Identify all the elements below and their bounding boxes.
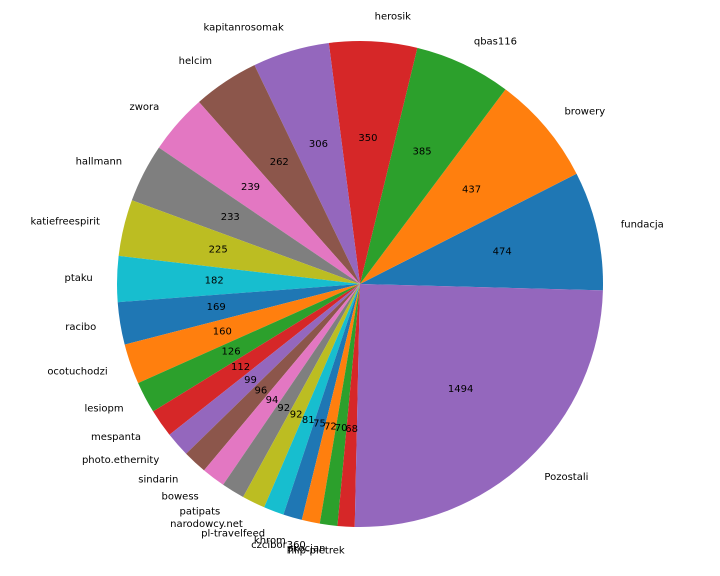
pie-label-photo-ethernity: photo.ethernity	[82, 455, 159, 466]
pie-label-czcibor360: czcibor360	[251, 540, 306, 551]
pie-slice-narodowcy-net	[243, 284, 360, 508]
pie-value-helcim: 262	[270, 157, 289, 168]
pie-value-ptaku: 182	[205, 276, 224, 287]
pie-label-zwora: zwora	[129, 102, 159, 113]
pie-slice-pozostali	[354, 284, 603, 527]
pie-label-racibo: racibo	[65, 322, 96, 333]
pie-slice-mespanta	[153, 284, 360, 435]
pie-slice-sindarin	[186, 284, 360, 471]
pie-value-pozostali: 1494	[448, 384, 473, 395]
pie-category-labels: fundacja browery qbas116 herosik kapitanroso…	[31, 12, 664, 557]
pie-label-khrom: khrom	[254, 535, 286, 546]
pie-slice-qbas116	[360, 47, 506, 284]
pie-label-mespanta: mespanta	[91, 432, 141, 443]
pie-slice-czcibor360	[301, 284, 360, 524]
pie-slice-pkocjan	[319, 284, 360, 526]
pie-label-pl-travelfeed: pl-travelfeed	[201, 528, 265, 539]
pie-value-fundacja: 474	[493, 246, 512, 257]
pie-value-mespanta: 112	[231, 362, 250, 373]
pie-value-lesiopm: 126	[222, 347, 241, 358]
pie-slices	[116, 41, 603, 527]
pie-label-herosik: herosik	[375, 12, 411, 23]
pie-slice-ptaku	[116, 255, 360, 303]
pie-slice-ocotuchodzi	[124, 284, 361, 384]
pie-slice-helcim	[198, 65, 360, 285]
pie-slice-lesiopm	[138, 284, 360, 412]
pie-label-filip-pietrek: filip-pietrek	[288, 545, 345, 556]
pie-value-filip-pietrek: 68	[345, 424, 358, 435]
pie-label-ptaku: ptaku	[65, 273, 93, 284]
pie-label-pkocjan: pkocjan	[287, 544, 326, 555]
pie-label-browery: browery	[564, 106, 605, 117]
pie-label-qbas116: qbas116	[474, 37, 517, 48]
pie-slice-herosik	[328, 41, 418, 285]
pie-label-lesiopm: lesiopm	[85, 403, 124, 414]
pie-value-zwora: 239	[241, 182, 260, 193]
pie-slice-photo-ethernity	[169, 284, 360, 454]
pie-slice-racibo	[117, 284, 360, 345]
pie-value-pl-travelfeed: 81	[302, 415, 315, 426]
pie-value-khrom: 75	[313, 419, 326, 430]
pie-slice-hallmann	[131, 147, 360, 284]
pie-label-fundacja: fundacja	[621, 220, 664, 231]
pie-slice-pl-travelfeed	[264, 284, 360, 515]
pie-slice-bowess	[204, 284, 360, 485]
pie-value-kapitanrosomak: 306	[309, 139, 328, 150]
pie-slice-kapitanrosomak	[254, 43, 360, 284]
pie-value-ocotuchodzi: 160	[213, 327, 232, 338]
pie-slice-patipats	[223, 284, 360, 498]
pie-value-photo-ethernity: 99	[244, 375, 257, 386]
pie-value-katiefreespirit: 225	[209, 245, 228, 256]
pie-label-patipats: patipats	[179, 506, 220, 517]
pie-value-browery: 437	[462, 185, 481, 196]
pie-value-qbas116: 385	[413, 147, 432, 158]
pie-value-labels: 474 437 385 350 306 262 239 233 225 182 169 160 126 1…	[205, 133, 512, 435]
pie-value-pkocjan: 70	[335, 423, 348, 434]
pie-label-katiefreespirit: katiefreespirit	[31, 217, 101, 228]
pie-value-narodowcy-net: 92	[290, 410, 303, 421]
pie-value-patipats: 92	[277, 403, 290, 414]
pie-value-sindarin: 96	[255, 385, 268, 396]
pie-value-herosik: 350	[358, 133, 377, 144]
pie-label-kapitanrosomak: kapitanrosomak	[204, 22, 284, 33]
pie-label-narodowcy-net: narodowcy.net	[170, 519, 243, 530]
pie-label-hallmann: hallmann	[76, 157, 123, 168]
pie-label-helcim: helcim	[179, 56, 212, 67]
pie-slice-katiefreespirit	[118, 200, 360, 284]
pie-value-hallmann: 233	[221, 212, 240, 223]
pie-slice-zwora	[158, 101, 360, 284]
pie-value-czcibor360: 72	[324, 421, 337, 432]
pie-value-racibo: 169	[207, 302, 226, 313]
pie-label-ocotuchodzi: ocotuchodzi	[47, 367, 107, 378]
pie-value-bowess: 94	[266, 395, 279, 406]
pie-label-bowess: bowess	[162, 492, 199, 503]
pie-label-sindarin: sindarin	[138, 475, 178, 486]
pie-label-pozostali: Pozostali	[544, 472, 588, 483]
pie-slice-khrom	[283, 284, 360, 520]
pie-slice-fundacja	[360, 173, 603, 291]
pie-slice-browery	[360, 89, 577, 284]
pie-slice-filip-pietrek	[337, 284, 360, 527]
